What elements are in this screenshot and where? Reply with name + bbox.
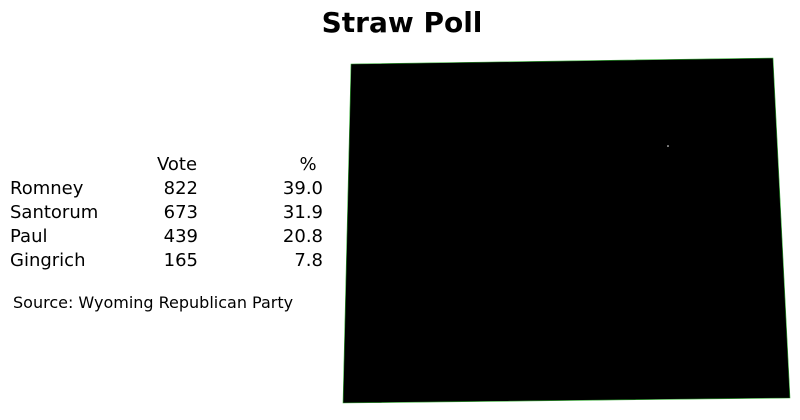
header-cell: %: [299, 154, 316, 175]
results-table: Vote % Romney 822 39.0 Santorum 673 31.9 Paul 439…: [10, 154, 323, 271]
table-cell: 7.8: [294, 250, 323, 271]
header-cell: Vote: [157, 154, 197, 175]
table-cell: 31.9: [283, 202, 323, 223]
candidate-name: Romney: [10, 178, 84, 199]
title: Straw Poll: [322, 6, 483, 39]
wyoming-map: [342, 57, 791, 404]
candidate-name: Santorum: [10, 202, 98, 223]
candidate-name: Gingrich: [10, 250, 86, 271]
candidate-name: Paul: [10, 226, 48, 247]
map-dot: [667, 145, 669, 147]
table-cell: 822: [164, 178, 198, 199]
table-cell: 439: [164, 226, 198, 247]
source: Source: Wyoming Republican Party: [13, 293, 293, 312]
table-cell: 165: [164, 250, 198, 271]
table-cell: 673: [164, 202, 198, 223]
table-cell: 20.8: [283, 226, 323, 247]
table-cell: 39.0: [283, 178, 323, 199]
